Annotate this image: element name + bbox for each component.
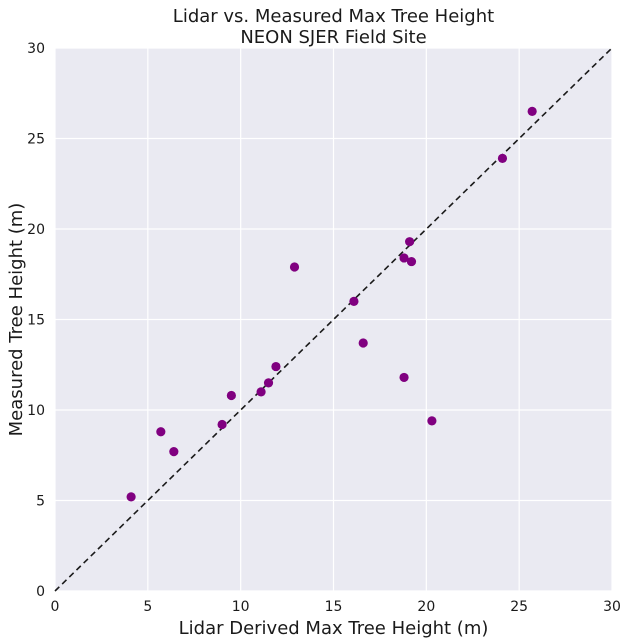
x-axis-ticks: 0 5 10 15 20 25 30 (51, 599, 621, 615)
x-tick-label: 5 (143, 599, 152, 615)
y-tick-label: 25 (27, 132, 45, 148)
data-point (156, 427, 166, 437)
x-tick-label: 15 (325, 599, 343, 615)
data-point (427, 416, 437, 426)
x-axis-label: Lidar Derived Max Tree Height (m) (179, 618, 489, 639)
data-point (169, 447, 179, 457)
data-point (405, 237, 415, 247)
data-point (226, 390, 236, 401)
y-axis-ticks: 0 5 10 15 20 25 30 (27, 41, 45, 600)
plot-area (54, 47, 613, 592)
y-tick-label: 15 (27, 313, 45, 329)
data-point (271, 361, 281, 372)
y-tick-label: 10 (27, 403, 45, 419)
data-point (527, 106, 537, 116)
data-point (406, 256, 417, 267)
data-point (126, 492, 136, 502)
data-point (497, 153, 508, 164)
y-tick-label: 0 (36, 584, 45, 600)
data-point (217, 419, 227, 430)
y-axis-label: Measured Tree Height (m) (6, 203, 27, 437)
data-point (358, 338, 368, 348)
data-point (349, 296, 359, 306)
x-tick-label: 10 (232, 599, 250, 615)
x-tick-label: 30 (603, 599, 621, 615)
data-point (399, 372, 409, 383)
x-tick-label: 20 (417, 599, 435, 615)
data-point (256, 387, 266, 397)
y-tick-label: 5 (36, 494, 45, 510)
data-point (399, 253, 409, 263)
chart-title-group: Lidar vs. Measured Max Tree Height NEON … (173, 6, 494, 48)
chart-title: Lidar vs. Measured Max Tree Height (173, 6, 494, 27)
data-point (289, 262, 300, 272)
chart-subtitle: NEON SJER Field Site (240, 27, 426, 48)
y-tick-label: 20 (27, 222, 45, 238)
data-point (263, 378, 274, 388)
x-tick-label: 0 (51, 599, 60, 615)
y-tick-label: 30 (27, 41, 45, 57)
x-tick-label: 25 (510, 599, 528, 615)
